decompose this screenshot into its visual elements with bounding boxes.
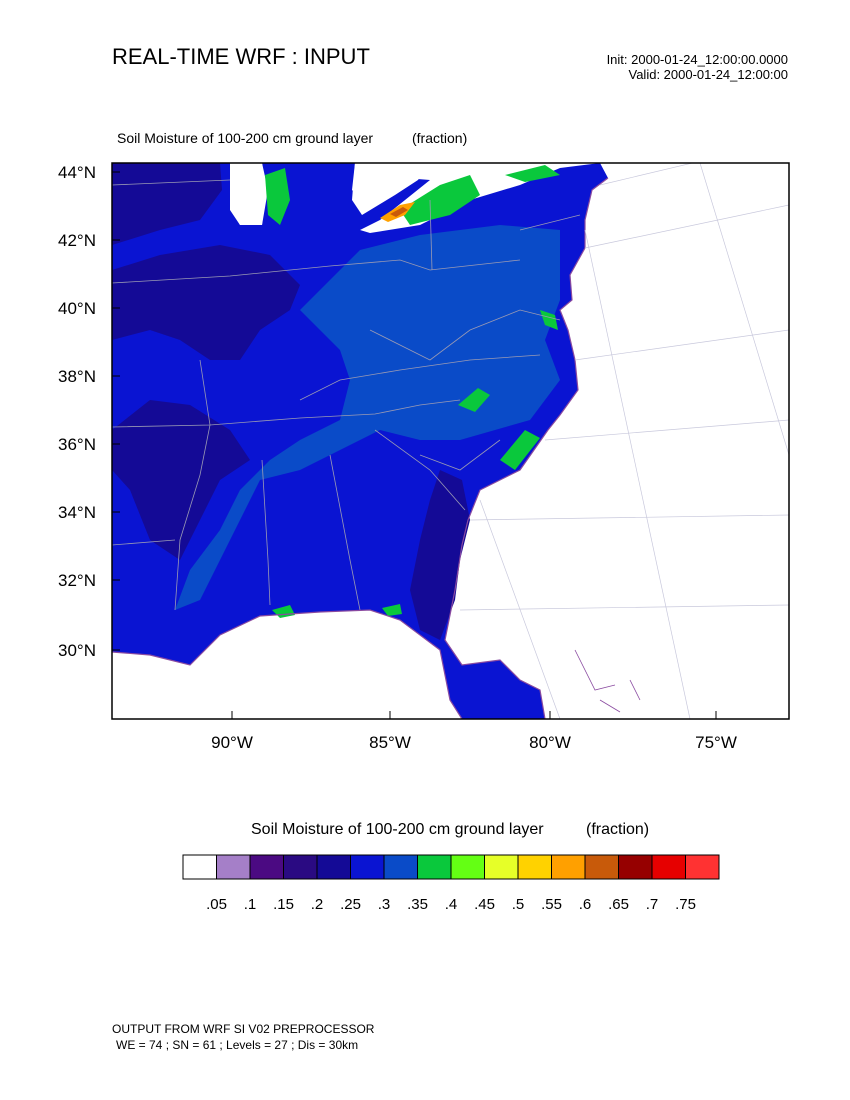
valid-time: Valid: 2000-01-24_12:00:00 — [628, 67, 789, 82]
init-time: Init: 2000-01-24_12:00:00.0000 — [606, 52, 788, 67]
colorbar-swatch — [283, 854, 318, 880]
colorbar-tick-labels: .05 .1 .15 .2 .25 .3 .35 .4 .45 .5 .55 .6 .65 .7 .75 — [206, 896, 696, 913]
footer-line-1: OUTPUT FROM WRF SI V02 PREPROCESSOR — [112, 1022, 375, 1036]
longitude-axis — [231, 711, 717, 719]
dark-zone-florida — [410, 470, 470, 640]
lat-label-38: 38°N — [58, 367, 96, 386]
map-frame — [111, 162, 790, 720]
lake-michigan — [230, 163, 266, 225]
colorbar-tick-label: .7 — [646, 896, 659, 913]
state-boundaries — [112, 179, 581, 611]
colorbar-tick-label: .75 — [675, 896, 696, 913]
lon-label-80: 80°W — [529, 733, 571, 752]
lat-label-42: 42°N — [58, 231, 96, 250]
colorbar-swatch — [685, 854, 720, 880]
colorbar-tick-label: .05 — [206, 896, 227, 913]
colorbar-tick-label: .2 — [311, 896, 324, 913]
colorbar-swatch — [651, 854, 686, 880]
green-patch-2 — [505, 165, 560, 182]
light-zone-east — [175, 225, 560, 610]
coastline — [112, 609, 463, 719]
lat-label-32: 32°N — [58, 571, 96, 590]
colorbar-tick-label: .35 — [407, 896, 428, 913]
lat-label-34: 34°N — [58, 503, 96, 522]
colorbar-swatch — [450, 854, 485, 880]
lat-label-44: 44°N — [58, 163, 96, 182]
field-title: Soil Moisture of 100-200 cm ground layer — [117, 130, 374, 146]
dark-zone-south — [112, 400, 250, 560]
latitude-axis — [112, 171, 120, 651]
lake-erie — [352, 163, 430, 215]
green-patch-7 — [382, 604, 402, 616]
colorbar-tick-label: .25 — [340, 896, 361, 913]
colorbar-tick-label: .45 — [474, 896, 495, 913]
footer-line-2: WE = 74 ; SN = 61 ; Levels = 27 ; Dis = … — [116, 1038, 359, 1052]
green-patch-5 — [540, 310, 558, 330]
lon-label-90: 90°W — [211, 733, 253, 752]
colorbar-swatch — [216, 854, 251, 880]
colorbar-swatch — [484, 854, 519, 880]
lon-label-85: 85°W — [369, 733, 411, 752]
field-units: (fraction) — [412, 130, 468, 146]
colorbar-tick-label: .55 — [541, 896, 562, 913]
coastline-east — [444, 177, 609, 719]
lat-label-40: 40°N — [58, 299, 96, 318]
colorbar-swatch — [316, 854, 351, 880]
colorbar-swatch — [618, 854, 653, 880]
colorbar-tick-label: .1 — [244, 896, 257, 913]
green-patch-4 — [500, 430, 540, 470]
colorbar-tick-label: .65 — [608, 896, 629, 913]
colorbar-tick-label: .6 — [579, 896, 592, 913]
colorbar-swatch — [584, 854, 619, 880]
colorbar-swatch — [383, 854, 418, 880]
legend-title: Soil Moisture of 100-200 cm ground layer — [251, 821, 544, 838]
green-patch-3 — [458, 388, 490, 412]
green-patch-8 — [265, 168, 290, 225]
legend-units: (fraction) — [586, 821, 650, 838]
colorbar-tick-label: .5 — [512, 896, 525, 913]
page-title: REAL-TIME WRF : INPUT — [112, 44, 370, 69]
colorbar-tick-label: .4 — [445, 896, 458, 913]
lat-label-30: 30°N — [58, 641, 96, 660]
colorbar-swatch — [350, 854, 385, 880]
hot-spot-core — [390, 207, 408, 217]
coastal-details — [574, 649, 641, 713]
colorbar-swatch — [551, 854, 586, 880]
colorbar-swatch — [249, 854, 284, 880]
colorbar-swatch — [517, 854, 552, 880]
colorbar-swatch — [417, 854, 452, 880]
colorbar — [182, 854, 720, 880]
colorbar-tick-label: .3 — [378, 896, 391, 913]
colorbar-swatch — [182, 854, 217, 880]
lon-label-75: 75°W — [695, 733, 737, 752]
lat-label-36: 36°N — [58, 435, 96, 454]
green-patch-1 — [400, 175, 480, 225]
map-plot-area — [112, 163, 789, 719]
colorbar-tick-label: .15 — [273, 896, 294, 913]
graticule — [459, 163, 789, 719]
